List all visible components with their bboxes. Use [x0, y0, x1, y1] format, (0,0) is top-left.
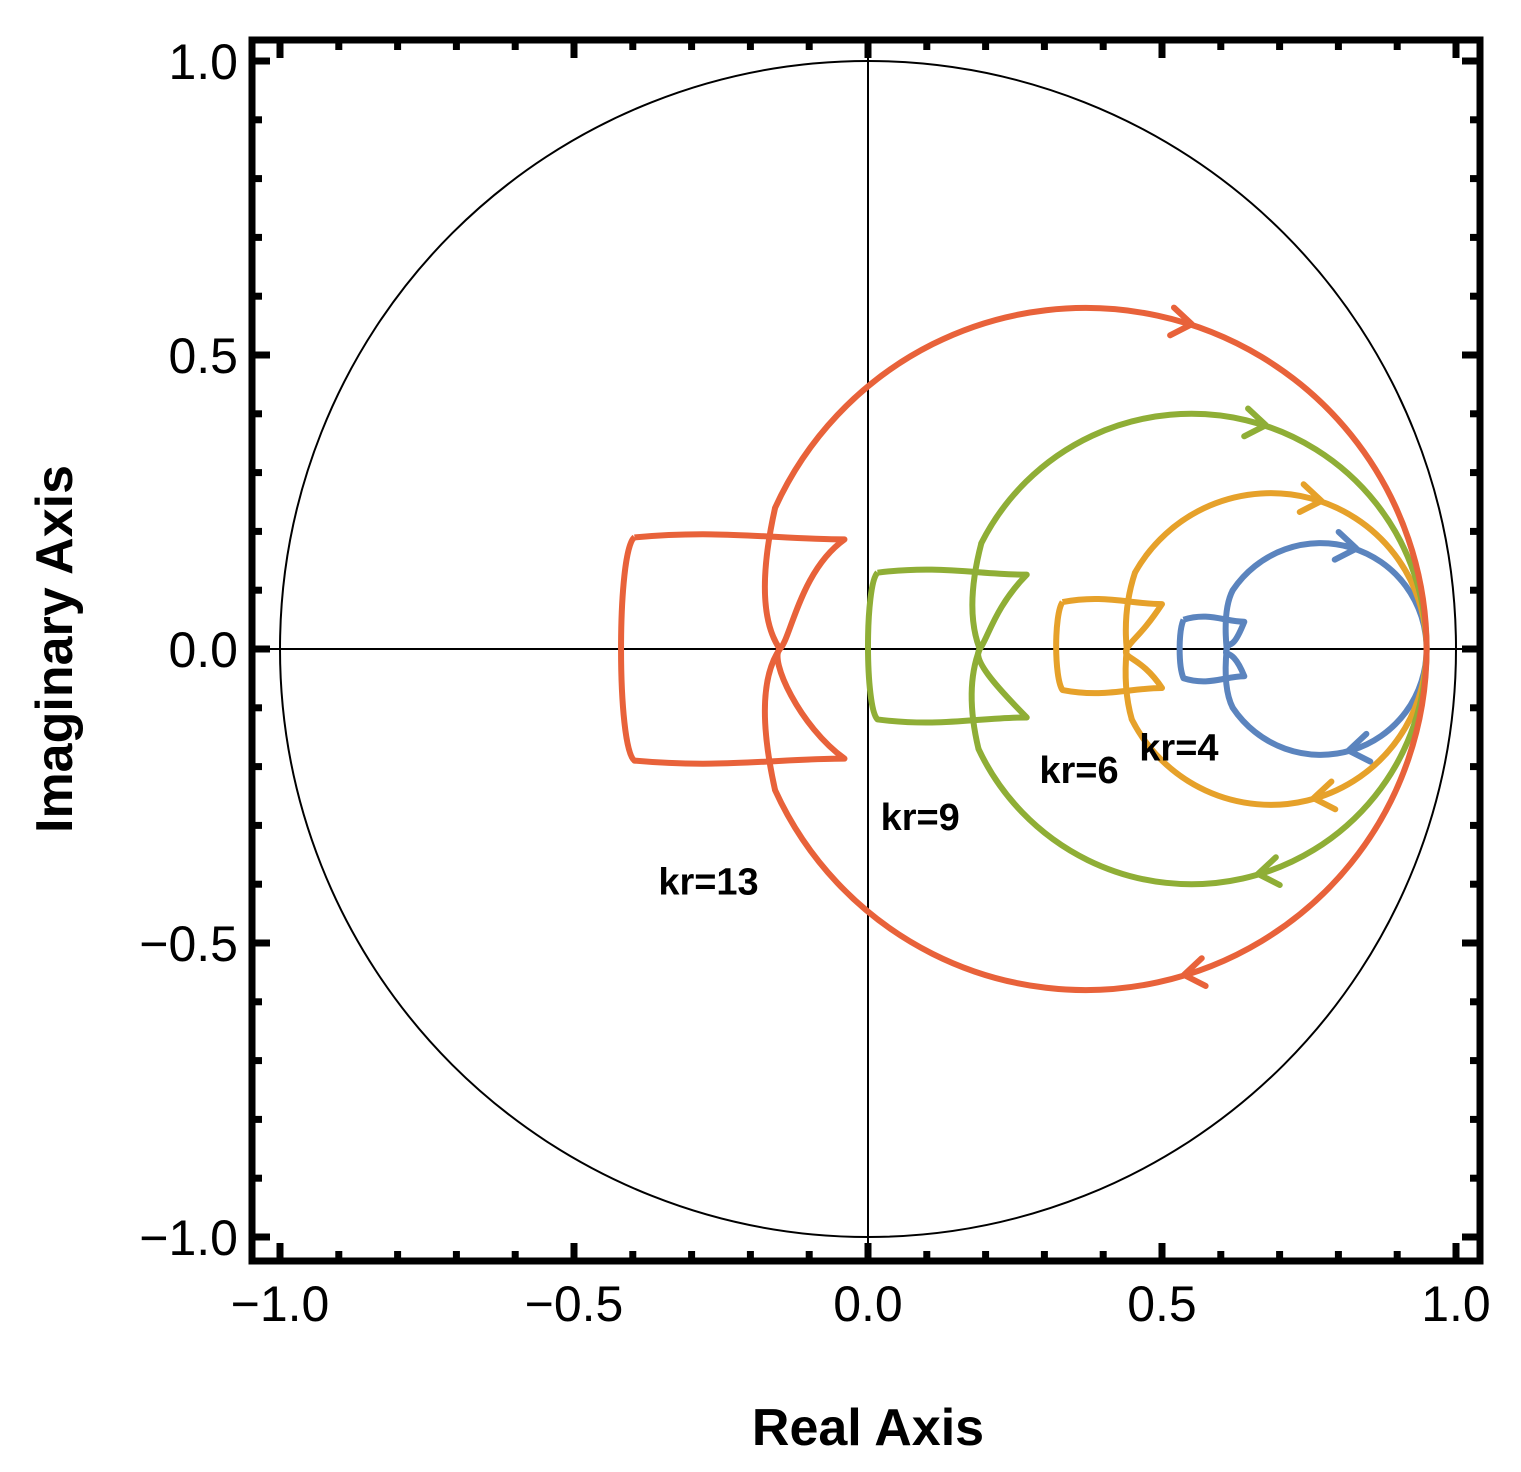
- series-kr=9-arrow-bottom: [1254, 854, 1283, 889]
- ticks-layer: [252, 40, 1480, 1261]
- series-kr=9-lower-arc: [975, 646, 1430, 888]
- x-tick-label: 1.0: [1421, 1276, 1491, 1332]
- curve-label-kr=13: kr=13: [658, 862, 758, 904]
- series-kr=6-arrow-bottom: [1310, 778, 1339, 813]
- series-kr=6-lower-arc: [1128, 646, 1430, 808]
- series-kr=13-inner-loop: [618, 531, 848, 767]
- series-kr=6-upper-arc: [1132, 490, 1430, 652]
- series-kr=9-upper-link: [969, 542, 985, 651]
- series-kr=13-upper-link: [761, 507, 783, 651]
- series-kr=4-lower-link: [1222, 648, 1236, 710]
- series-kr=9-lower-link: [968, 647, 983, 750]
- x-tick-label: 0.0: [833, 1276, 903, 1332]
- y-tick-label: 1.0: [168, 34, 238, 90]
- y-tick-label: 0.0: [168, 622, 238, 678]
- x-tick-label: −1.0: [231, 1276, 330, 1332]
- y-tick-label: 0.5: [168, 328, 238, 384]
- series-kr=9-inner-loop: [865, 566, 1030, 726]
- curve-label-kr=9: kr=9: [881, 797, 960, 839]
- x-axis-title: Real Axis: [752, 1399, 984, 1457]
- y-axis-title: Imaginary Axis: [26, 465, 84, 833]
- series-kr=6-lower-link: [1122, 648, 1135, 721]
- series-kr=6-upper-link: [1122, 571, 1138, 650]
- series-kr=9: [865, 405, 1430, 889]
- series-kr=13-arrow-top: [1167, 304, 1195, 339]
- series-kr=6: [1053, 481, 1430, 813]
- curve-label-kr=4: kr=4: [1139, 727, 1218, 769]
- series-kr=13-lower-link: [761, 647, 783, 791]
- y-tick-label: −1.0: [139, 1210, 238, 1266]
- curve-label-kr=6: kr=6: [1039, 750, 1118, 792]
- series-kr=9-arrow-top: [1241, 405, 1269, 440]
- series-kr=4: [1176, 528, 1430, 765]
- series-layer: [618, 304, 1430, 994]
- series-kr=13-upper-arc: [772, 304, 1430, 652]
- series-kr=4-arrow-top: [1331, 528, 1360, 563]
- series-kr=4-arrow-bottom: [1345, 730, 1374, 765]
- series-kr=13: [618, 304, 1430, 994]
- x-tick-label: −0.5: [525, 1276, 624, 1332]
- y-tick-label: −0.5: [139, 916, 238, 972]
- series-kr=4-inner-loop: [1176, 613, 1248, 685]
- series-kr=9-upper-arc: [978, 410, 1430, 652]
- x-tick-label: 0.5: [1127, 1276, 1197, 1332]
- series-kr=6-inner-loop: [1053, 595, 1165, 697]
- series-kr=13-arrow-bottom: [1180, 955, 1209, 989]
- series-kr=6-arrow-top: [1296, 481, 1325, 515]
- curve-labels-layer: kr=4 kr=6 kr=9 kr=13: [658, 727, 1218, 903]
- tick-labels-layer: −1.0 −0.5 0.0 0.5 1.0 −1.0 −0.5 0.0 0.5 1.0: [139, 34, 1490, 1332]
- series-kr=4-upper-link: [1222, 588, 1236, 650]
- series-kr=13-lower-arc: [772, 646, 1430, 994]
